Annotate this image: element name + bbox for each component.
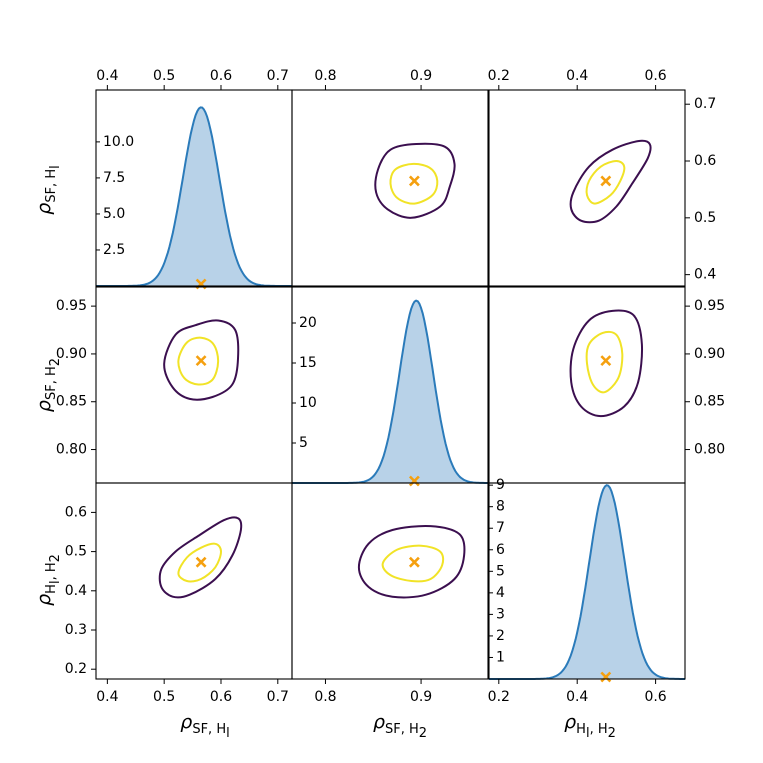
kde-tick-label-rho_H1_H2: 3: [496, 606, 505, 622]
top-tick-label-rho_H1_H2: 0.6: [644, 68, 666, 84]
left-tick-label-rho_H1_H2: 0.2: [65, 661, 87, 677]
kde-tick-label-rho_SF_H1: 5.0: [103, 206, 125, 222]
true-value-marker-r1c0: [195, 355, 207, 367]
left-tick-label-rho_H1_H2: 0.5: [65, 544, 87, 560]
kde-tick-label-rho_SF_H2: 10: [299, 395, 317, 411]
ylabel-rho-sf-h1: ρSF, Hl: [33, 165, 63, 214]
right-tick-label-rho_SF_H2: 0.80: [694, 442, 725, 458]
contour-inner-r0c2: [585, 159, 626, 205]
kde-tick-label-rho_SF_H1: 2.5: [103, 242, 125, 258]
right-tick-label-rho_SF_H1: 0.7: [694, 96, 716, 112]
contour-outer-r1c2: [569, 309, 644, 418]
kde-tick-label-rho_H1_H2: 6: [496, 542, 505, 558]
right-tick-label-rho_SF_H1: 0.5: [694, 210, 716, 226]
top-tick-label-rho_H1_H2: 0.4: [566, 68, 588, 84]
right-tick-label-rho_SF_H1: 0.4: [694, 267, 716, 283]
contour-inner-r1c2: [585, 330, 624, 394]
kde-tick-label-rho_SF_H2: 20: [299, 315, 317, 331]
true-value-marker-r1c2: [600, 355, 612, 367]
top-tick-label-rho_H1_H2: 0.2: [488, 68, 510, 84]
bottom-tick-label-rho_SF_H1: 0.7: [267, 689, 289, 705]
panel-frame-r1c2: [488, 286, 686, 484]
left-tick-label-rho_SF_H2: 0.95: [56, 298, 87, 314]
panel-frame-r2c1: [291, 482, 489, 680]
bottom-tick-label-rho_H1_H2: 0.2: [488, 689, 510, 705]
kde-tick-label-rho_H1_H2: 8: [496, 499, 505, 515]
contour-inner-r0c1: [389, 162, 439, 205]
right-tick-label-rho_SF_H1: 0.6: [694, 153, 716, 169]
true-value-marker-rho_H1_H2: [600, 671, 612, 683]
kde-fill-rho_SF_H2: [292, 300, 488, 483]
right-tick-label-rho_SF_H2: 0.90: [694, 346, 725, 362]
kde-tick-label-rho_H1_H2: 1: [496, 649, 505, 665]
left-tick-label-rho_H1_H2: 0.6: [65, 504, 87, 520]
true-value-marker-r0c2: [600, 175, 612, 187]
contour-inner-r1c0: [177, 336, 220, 386]
left-tick-label-rho_H1_H2: 0.3: [65, 622, 87, 638]
bottom-tick-label-rho_H1_H2: 0.4: [566, 689, 588, 705]
panel-frame-r2c2: [488, 482, 686, 680]
true-value-marker-r2c1: [408, 556, 420, 568]
left-tick-label-rho_H1_H2: 0.4: [65, 583, 87, 599]
bottom-tick-label-rho_SF_H1: 0.5: [153, 689, 175, 705]
kde-tick-label-rho_SF_H1: 7.5: [103, 170, 125, 186]
kde-tick-label-rho_H1_H2: 5: [496, 563, 505, 579]
panel-frame-r0c2: [488, 89, 686, 287]
top-tick-label-rho_SF_H1: 0.4: [96, 68, 118, 84]
xlabel-rho-sf-h1: ρSF, Hl: [180, 711, 229, 741]
bottom-tick-label-rho_H1_H2: 0.6: [644, 689, 666, 705]
kde-tick-label-rho_SF_H1: 10.0: [103, 134, 134, 150]
axis-labels-layer: ρSF, Hl ρSF, H2 ρHl, H2 ρSF, Hl ρSF, H2 …: [33, 165, 616, 741]
top-tick-label-rho_SF_H2: 0.8: [314, 68, 336, 84]
bottom-tick-label-rho_SF_H1: 0.4: [96, 689, 118, 705]
contour-outer-r2c1: [357, 524, 466, 599]
xlabel-rho-sf-h2: ρSF, H2: [373, 711, 427, 741]
kde-tick-label-rho_SF_H2: 15: [299, 355, 317, 371]
xlabel-rho-h1-h2: ρHl, H2: [564, 711, 616, 741]
contour-outer-r0c1: [374, 142, 456, 219]
left-tick-label-rho_SF_H2: 0.80: [56, 442, 87, 458]
right-tick-label-rho_SF_H2: 0.95: [694, 298, 725, 314]
left-tick-label-rho_SF_H2: 0.90: [56, 346, 87, 362]
kde-tick-label-rho_H1_H2: 2: [496, 628, 505, 644]
ylabel-rho-sf-h2: ρSF, H2: [33, 358, 63, 412]
true-value-marker-rho_SF_H2: [408, 475, 420, 487]
top-tick-label-rho_SF_H1: 0.6: [210, 68, 232, 84]
kde-fill-rho_SF_H1: [96, 107, 292, 287]
ylabel-rho-h1-h2: ρHl, H2: [33, 554, 63, 606]
bottom-tick-label-rho_SF_H2: 0.8: [314, 689, 336, 705]
contour-inner-r2c1: [381, 544, 445, 583]
panels-layer: [95, 89, 686, 683]
true-value-marker-r0c1: [408, 175, 420, 187]
top-tick-label-rho_SF_H1: 0.5: [153, 68, 175, 84]
panel-frame-r0c1: [291, 89, 489, 287]
kde-tick-label-rho_H1_H2: 9: [496, 477, 505, 493]
right-tick-label-rho_SF_H2: 0.85: [694, 394, 725, 410]
ticks-layer: 2.5 5.0 7.5 10.0 5 10 15 20 1 2 3 4 5 6 7 8 9 0.4 0.5 0.6 0.…: [56, 68, 725, 705]
contour-outer-r2c0: [158, 516, 243, 599]
kde-tick-label-rho_H1_H2: 7: [496, 520, 505, 536]
bottom-tick-label-rho_SF_H1: 0.6: [210, 689, 232, 705]
top-tick-label-rho_SF_H1: 0.7: [267, 68, 289, 84]
kde-tick-label-rho_SF_H2: 5: [299, 435, 308, 451]
left-tick-label-rho_SF_H2: 0.85: [56, 394, 87, 410]
contour-inner-r2c0: [177, 542, 223, 583]
contour-outer-r1c0: [163, 319, 240, 401]
top-tick-label-rho_SF_H2: 0.9: [410, 68, 432, 84]
true-value-marker-r2c0: [195, 556, 207, 568]
bottom-tick-label-rho_SF_H2: 0.9: [410, 689, 432, 705]
panel-frame-r1c0: [95, 286, 293, 484]
kde-tick-label-rho_H1_H2: 4: [496, 585, 505, 601]
contour-outer-r0c2: [569, 139, 652, 224]
